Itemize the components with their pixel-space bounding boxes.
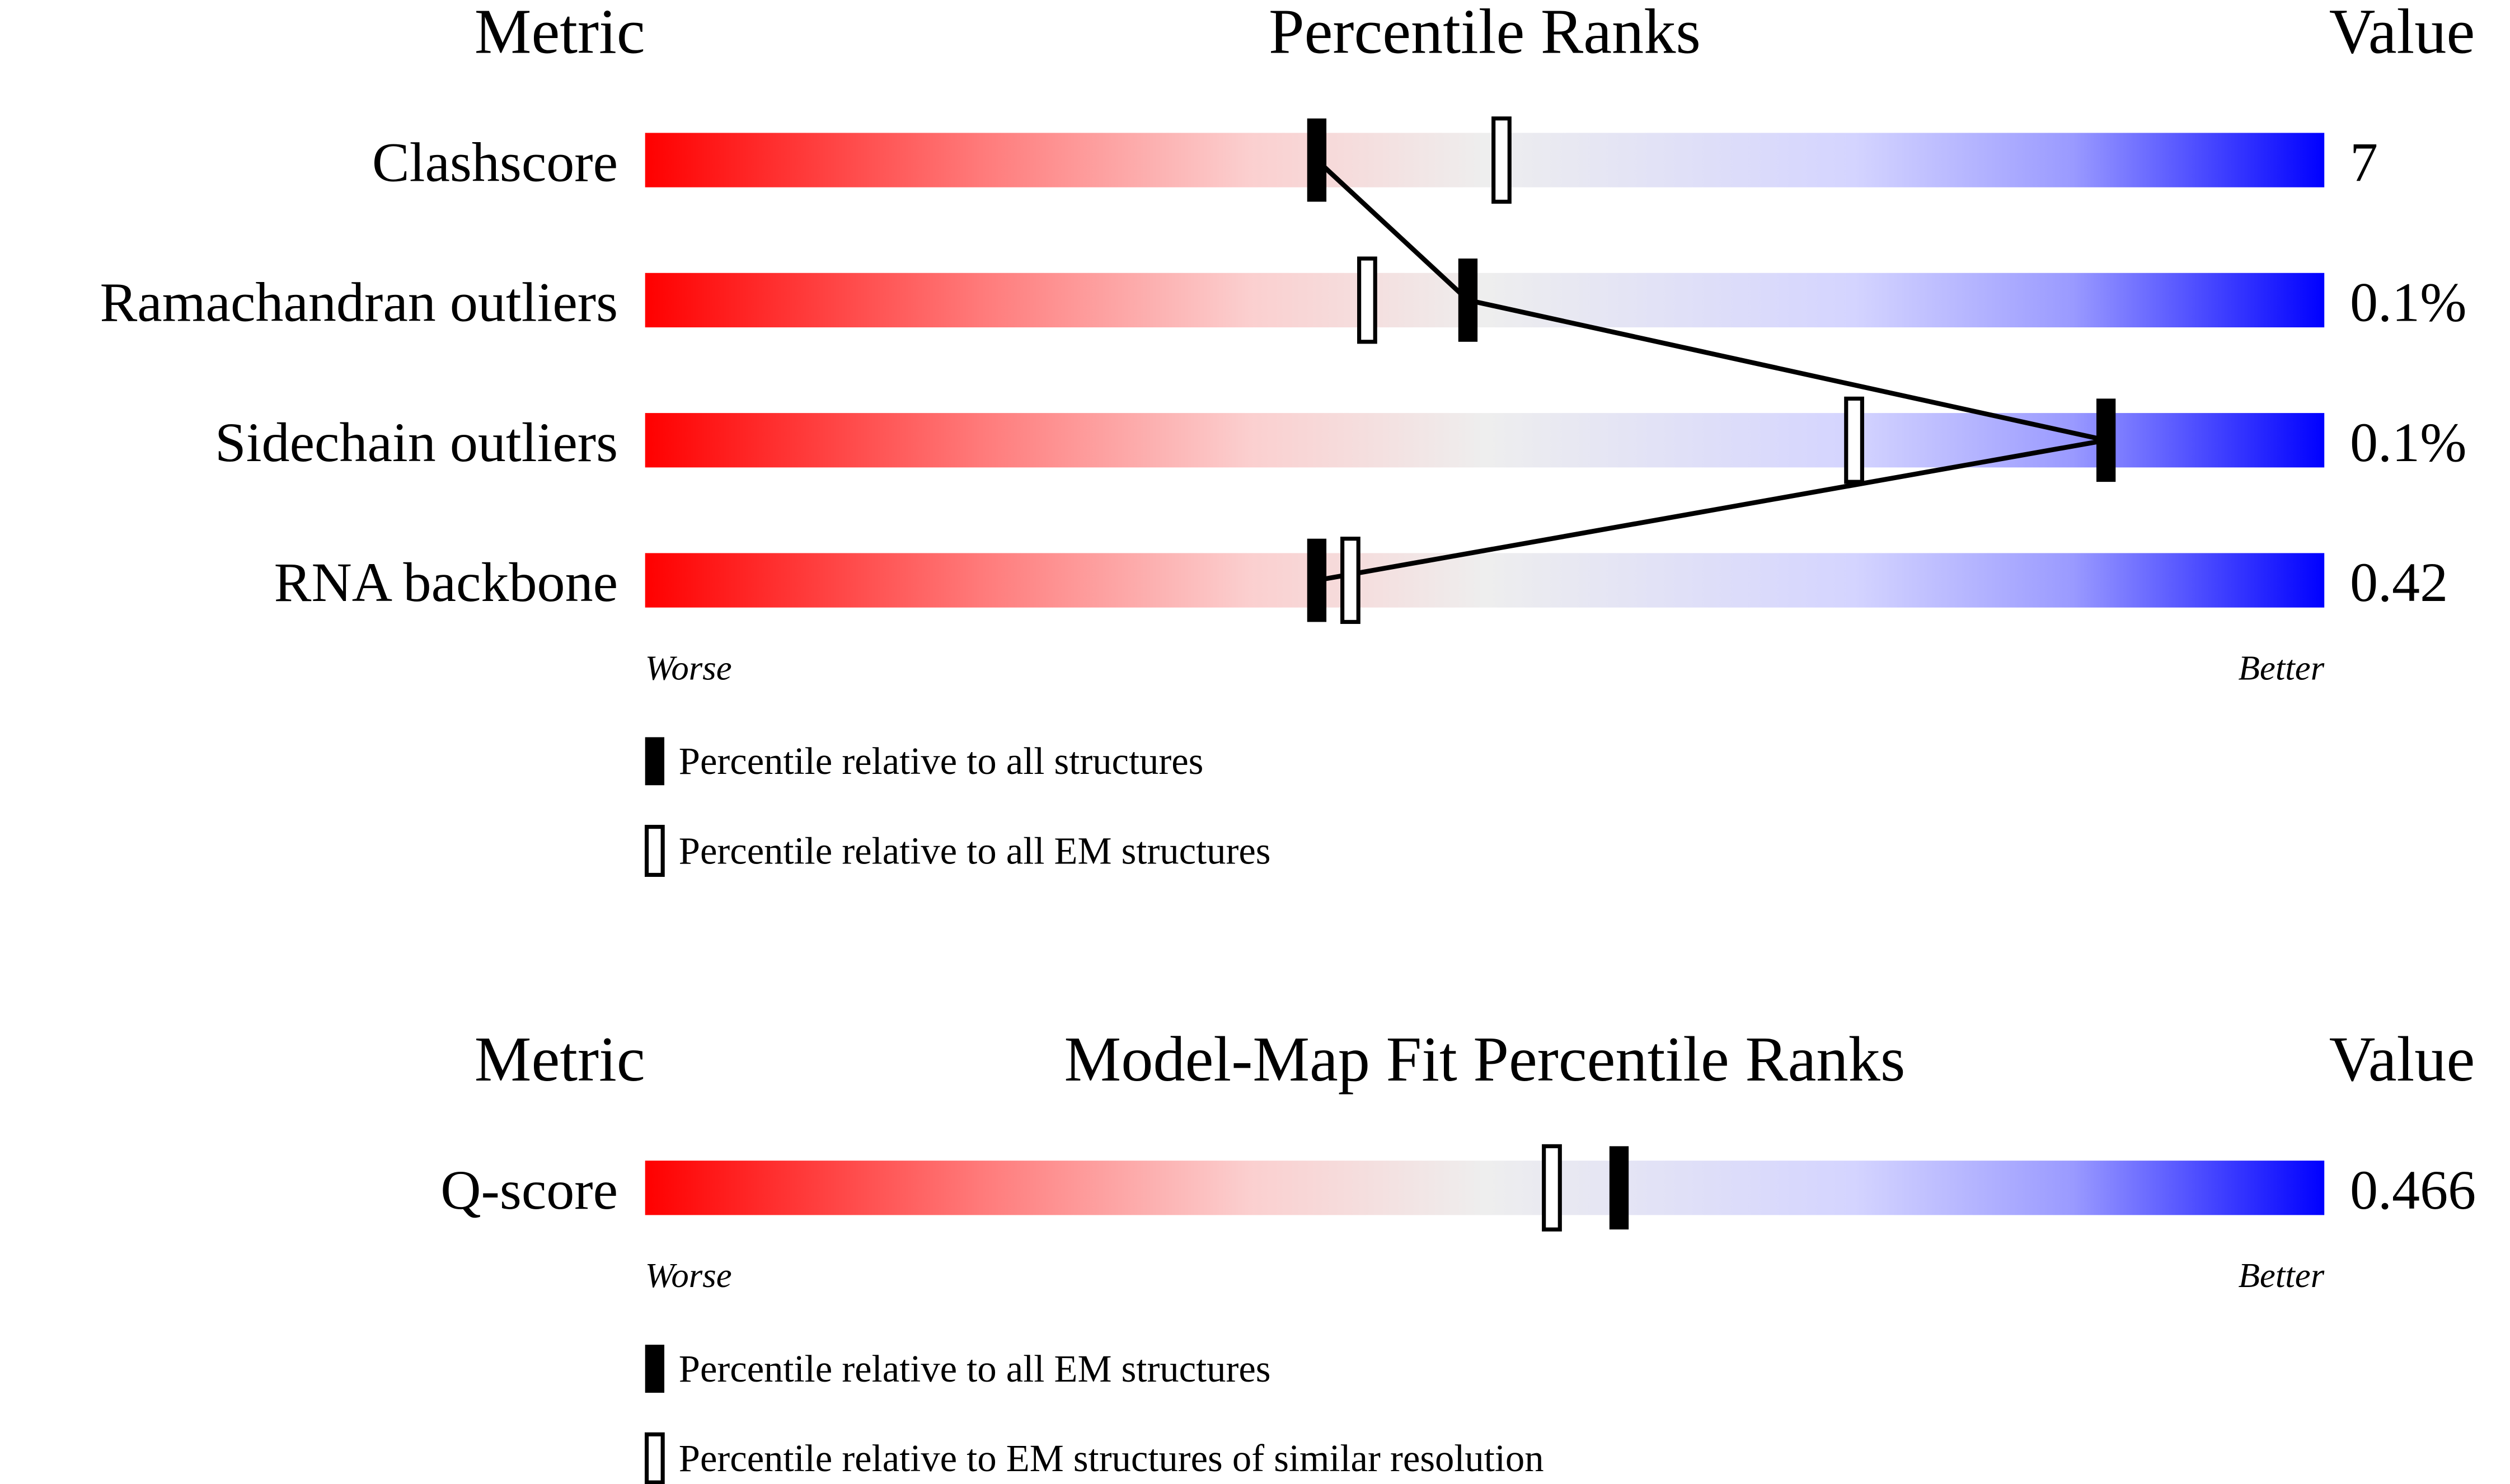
legend-label: Percentile relative to all EM structures [679, 829, 1271, 872]
legend-label: Percentile relative to EM structures of … [679, 1437, 1544, 1480]
percentile-marker-hollow [1340, 537, 1360, 624]
slider-bar [645, 133, 2325, 187]
metric-label: Sidechain outliers [215, 411, 618, 473]
metric-label: RNA backbone [274, 551, 618, 613]
metric-header: Metric [475, 1023, 645, 1095]
percentile-marker-hollow [1491, 116, 1512, 204]
legend-swatch [644, 1432, 665, 1484]
chart-title: Model-Map Fit Percentile Ranks [1064, 1023, 1906, 1095]
slider-bar [645, 413, 2325, 468]
percentile-marker-hollow [1542, 1144, 1562, 1232]
legend-label: Percentile relative to all EM structures [679, 1347, 1271, 1390]
metric-value: 0.42 [2350, 551, 2448, 613]
metric-header: Metric [475, 0, 645, 67]
legend-swatch [645, 1345, 665, 1393]
metric-value: 0.1% [2350, 271, 2467, 334]
worse-label: Worse [645, 1256, 732, 1295]
slider-bar [645, 553, 2325, 608]
metric-label: Ramachandran outliers [100, 271, 618, 334]
metric-label: Clashscore [372, 131, 618, 193]
better-label: Better [2238, 1256, 2324, 1295]
percentile-marker [1307, 538, 1327, 622]
metric-value: 7 [2350, 131, 2378, 193]
metric-value: 0.466 [2350, 1159, 2476, 1221]
slider-bar [645, 273, 2325, 328]
legend-label: Percentile relative to all structures [679, 740, 1204, 782]
better-label: Better [2238, 648, 2324, 687]
legend-swatch [645, 737, 665, 786]
percentile-marker-hollow [1357, 256, 1377, 344]
percentile-marker [2096, 398, 2116, 482]
percentile-marker-hollow [1844, 396, 1864, 484]
percentile-marker [1609, 1146, 1629, 1230]
percentile-marker [1458, 259, 1478, 342]
metric-label: Q-score [440, 1159, 618, 1221]
value-header: Value [2329, 1023, 2475, 1095]
percentile-marker [1307, 118, 1327, 202]
slider-bar [645, 1161, 2325, 1215]
value-header: Value [2329, 0, 2475, 67]
chart-title: Percentile Ranks [1269, 0, 1701, 67]
legend-swatch [644, 825, 665, 877]
connector-line [1315, 158, 2107, 583]
metric-value: 0.1% [2350, 411, 2467, 473]
worse-label: Worse [645, 648, 732, 687]
